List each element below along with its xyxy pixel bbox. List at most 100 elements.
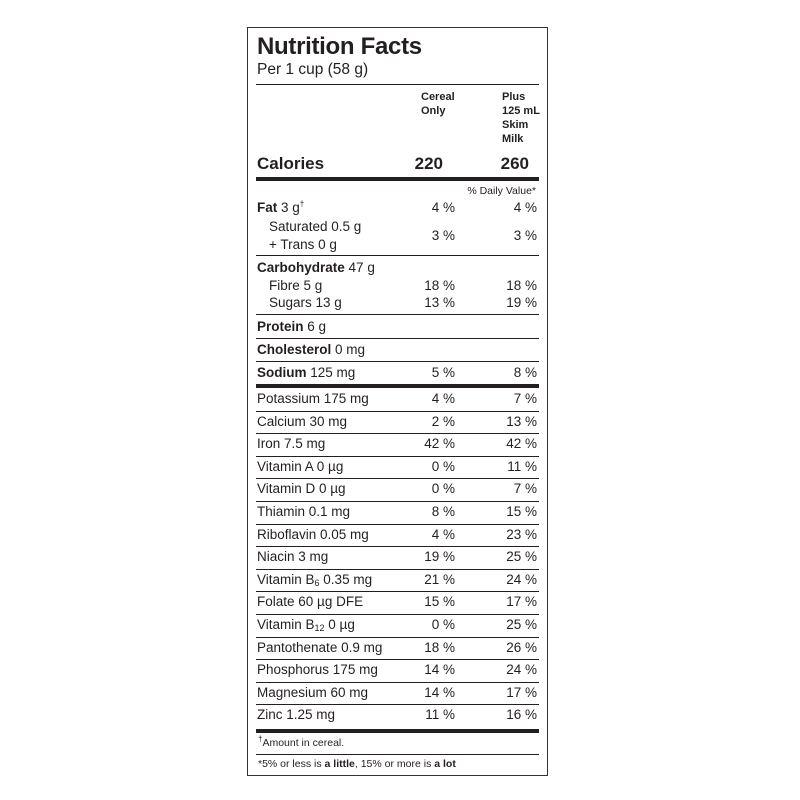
nutrient-name: Potassium 175 mg [257,391,369,406]
divider [256,361,539,362]
divider [256,455,539,457]
nutrient-name: Iron 7.5 mg [257,436,326,452]
nutrient-row: Calcium 30 mg 2 % 13 % [256,411,539,433]
divider [256,314,539,315]
cereal-dv: 15 % [424,594,455,610]
cereal-dv: 14 % [424,662,455,678]
nutrient-row: Vitamin D 0 µg 0 % 7 % [256,478,539,500]
column-header-cereal: Cereal Only [421,91,455,117]
protein-row: Protein 6 g [257,319,327,334]
column-header-with-milk: Plus 125 mL Skim Milk [502,91,540,145]
divider [256,568,539,570]
label-title: Nutrition Facts [257,33,422,60]
divider [256,659,539,661]
fibre-row: Fibre 5 g 18 % 18 % [269,278,537,293]
sodium-row: Sodium 125 mg 5 % 8 % [257,365,537,380]
cereal-dv: 4 % [431,391,455,406]
thick-divider [256,177,539,181]
cholesterol-row: Cholesterol 0 mg [257,342,366,357]
fat-row: Fat 3 g† 4 % 4 % [257,199,537,215]
milk-dv: 7 % [513,481,537,497]
cereal-dv: 8 % [431,504,455,519]
milk-dv: 17 % [506,594,537,610]
milk-dv: 17 % [506,684,537,700]
divider [256,433,539,435]
nutrient-name: Riboflavin 0.05 mg [257,526,369,542]
milk-dv: 24 % [506,571,537,587]
cereal-dv: 21 % [424,571,455,587]
nutrient-name: Vitamin B12 0 µg [257,617,355,633]
divider [256,546,539,548]
nutrient-name: Niacin 3 mg [257,549,329,565]
nutrient-name: Magnesium 60 mg [257,684,369,700]
cereal-dv: 18 % [424,639,455,655]
milk-dv: 7 % [513,391,537,406]
cereal-dv: 0 % [431,481,455,497]
sugars-row: Sugars 13 g 13 % 19 % [269,295,537,310]
milk-dv: 16 % [506,707,537,723]
divider [256,410,539,412]
milk-dv: 11 % [507,458,537,474]
divider [256,338,539,339]
nutrient-name: Thiamin 0.1 mg [257,504,351,519]
milk-dv: 23 % [506,526,537,542]
nutrient-row: Niacin 3 mg 19 % 25 % [256,546,539,568]
footnote-dagger: †Amount in cereal. [258,734,345,749]
divider [256,478,539,480]
footnote-daily-value: *5% or less is a little, 15% or more is … [258,758,456,770]
nutrient-row: Potassium 175 mg 4 % 7 % [256,388,539,410]
nutrient-name: Vitamin D 0 µg [257,481,346,497]
nutrient-name: Vitamin A 0 µg [257,458,344,474]
nutrient-row: Riboflavin 0.05 mg 4 % 23 % [256,524,539,546]
divider [256,255,539,256]
nutrient-name: Zinc 1.25 mg [257,707,336,723]
cereal-dv: 14 % [424,684,455,700]
cereal-dv: 0 % [431,458,455,474]
nutrient-row: Vitamin B12 0 µg 0 % 25 % [256,614,539,636]
divider [256,84,539,85]
nutrient-row: Iron 7.5 mg 42 % 42 % [256,433,539,455]
milk-dv: 15 % [506,504,537,519]
milk-dv: 42 % [506,436,537,452]
thick-divider [256,384,539,388]
nutrient-row: Vitamin A 0 µg 0 % 11 % [256,456,539,478]
divider [256,523,539,525]
carbohydrate-row: Carbohydrate 47 g [257,260,375,275]
cereal-dv: 11 % [425,707,455,723]
nutrient-row: Thiamin 0.1 mg 8 % 15 % [256,501,539,523]
divider [256,501,539,502]
saturated-trans-row: Saturated 0.5 g + Trans 0 g 3 % 3 % [269,219,537,252]
divider [256,704,539,706]
nutrient-name: Phosphorus 175 mg [257,662,378,678]
nutrient-row: Zinc 1.25 mg 11 % 16 % [256,704,539,726]
divider [256,591,539,593]
divider [256,681,539,683]
milk-dv: 24 % [506,662,537,678]
divider [256,614,539,615]
milk-dv: 26 % [506,639,537,655]
milk-dv: 25 % [506,549,537,565]
serving-size: Per 1 cup (58 g) [257,61,369,78]
nutrient-row: Vitamin B6 0.35 mg 21 % 24 % [256,569,539,591]
cereal-dv: 42 % [424,436,455,452]
thick-divider [256,729,539,733]
nutrient-row: Magnesium 60 mg 14 % 17 % [256,682,539,704]
nutrient-name: Vitamin B6 0.35 mg [257,571,373,588]
calories-row: Calories 220 260 [257,154,529,173]
nutrient-name: Calcium 30 mg [257,413,348,429]
divider [256,636,539,638]
nutrient-name: Pantothenate 0.9 mg [257,639,383,655]
nutrient-row: Phosphorus 175 mg 14 % 24 % [256,659,539,681]
cereal-dv: 4 % [431,526,455,542]
milk-dv: 13 % [506,413,537,429]
nutrient-row: Folate 60 µg DFE 15 % 17 % [256,591,539,613]
cereal-dv: 19 % [424,549,455,565]
divider [256,754,539,755]
nutrition-facts-label: Nutrition Facts Per 1 cup (58 g) Cereal O… [247,27,548,776]
milk-dv: 25 % [506,617,537,632]
nutrient-name: Folate 60 µg DFE [257,594,364,610]
cereal-dv: 2 % [431,413,455,429]
nutrient-row: Pantothenate 0.9 mg 18 % 26 % [256,637,539,659]
daily-value-header: % Daily Value* [467,185,536,197]
cereal-dv: 0 % [431,617,455,632]
